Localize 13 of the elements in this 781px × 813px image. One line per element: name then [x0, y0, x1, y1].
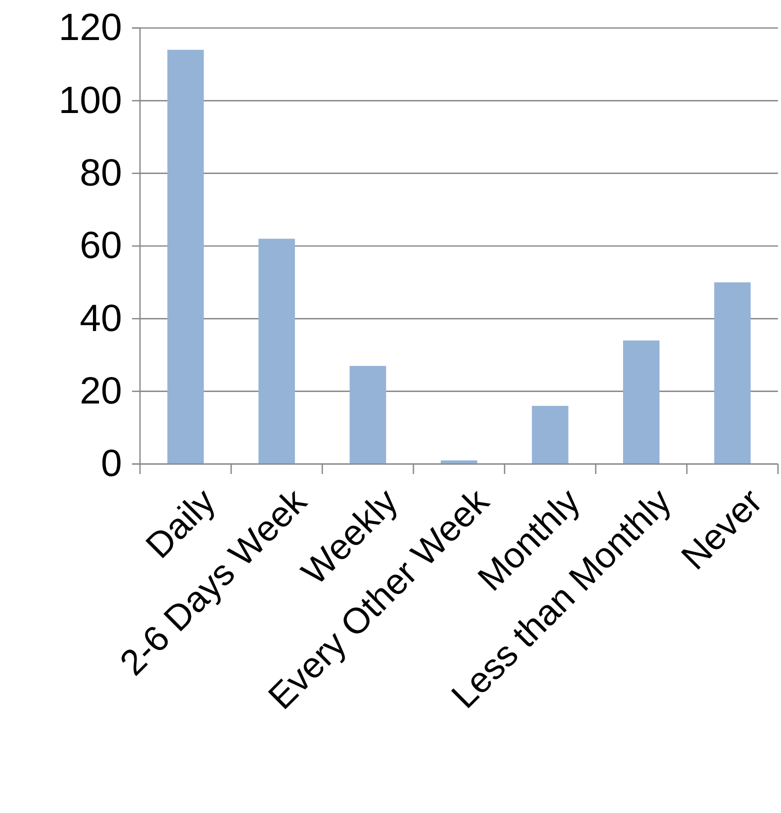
y-tick-label: 120: [58, 7, 122, 50]
y-tick-label: 100: [58, 80, 122, 122]
bar: [623, 340, 660, 464]
bar: [532, 406, 568, 464]
bar: [167, 50, 204, 464]
bar: [350, 366, 386, 464]
y-tick-label: 0: [100, 443, 122, 486]
bar: [714, 282, 751, 464]
bar: [258, 238, 295, 464]
y-tick-label: 60: [80, 225, 122, 268]
y-tick-label: 40: [80, 298, 122, 340]
y-tick-label: 80: [80, 152, 122, 194]
y-tick-label: 20: [80, 370, 122, 412]
